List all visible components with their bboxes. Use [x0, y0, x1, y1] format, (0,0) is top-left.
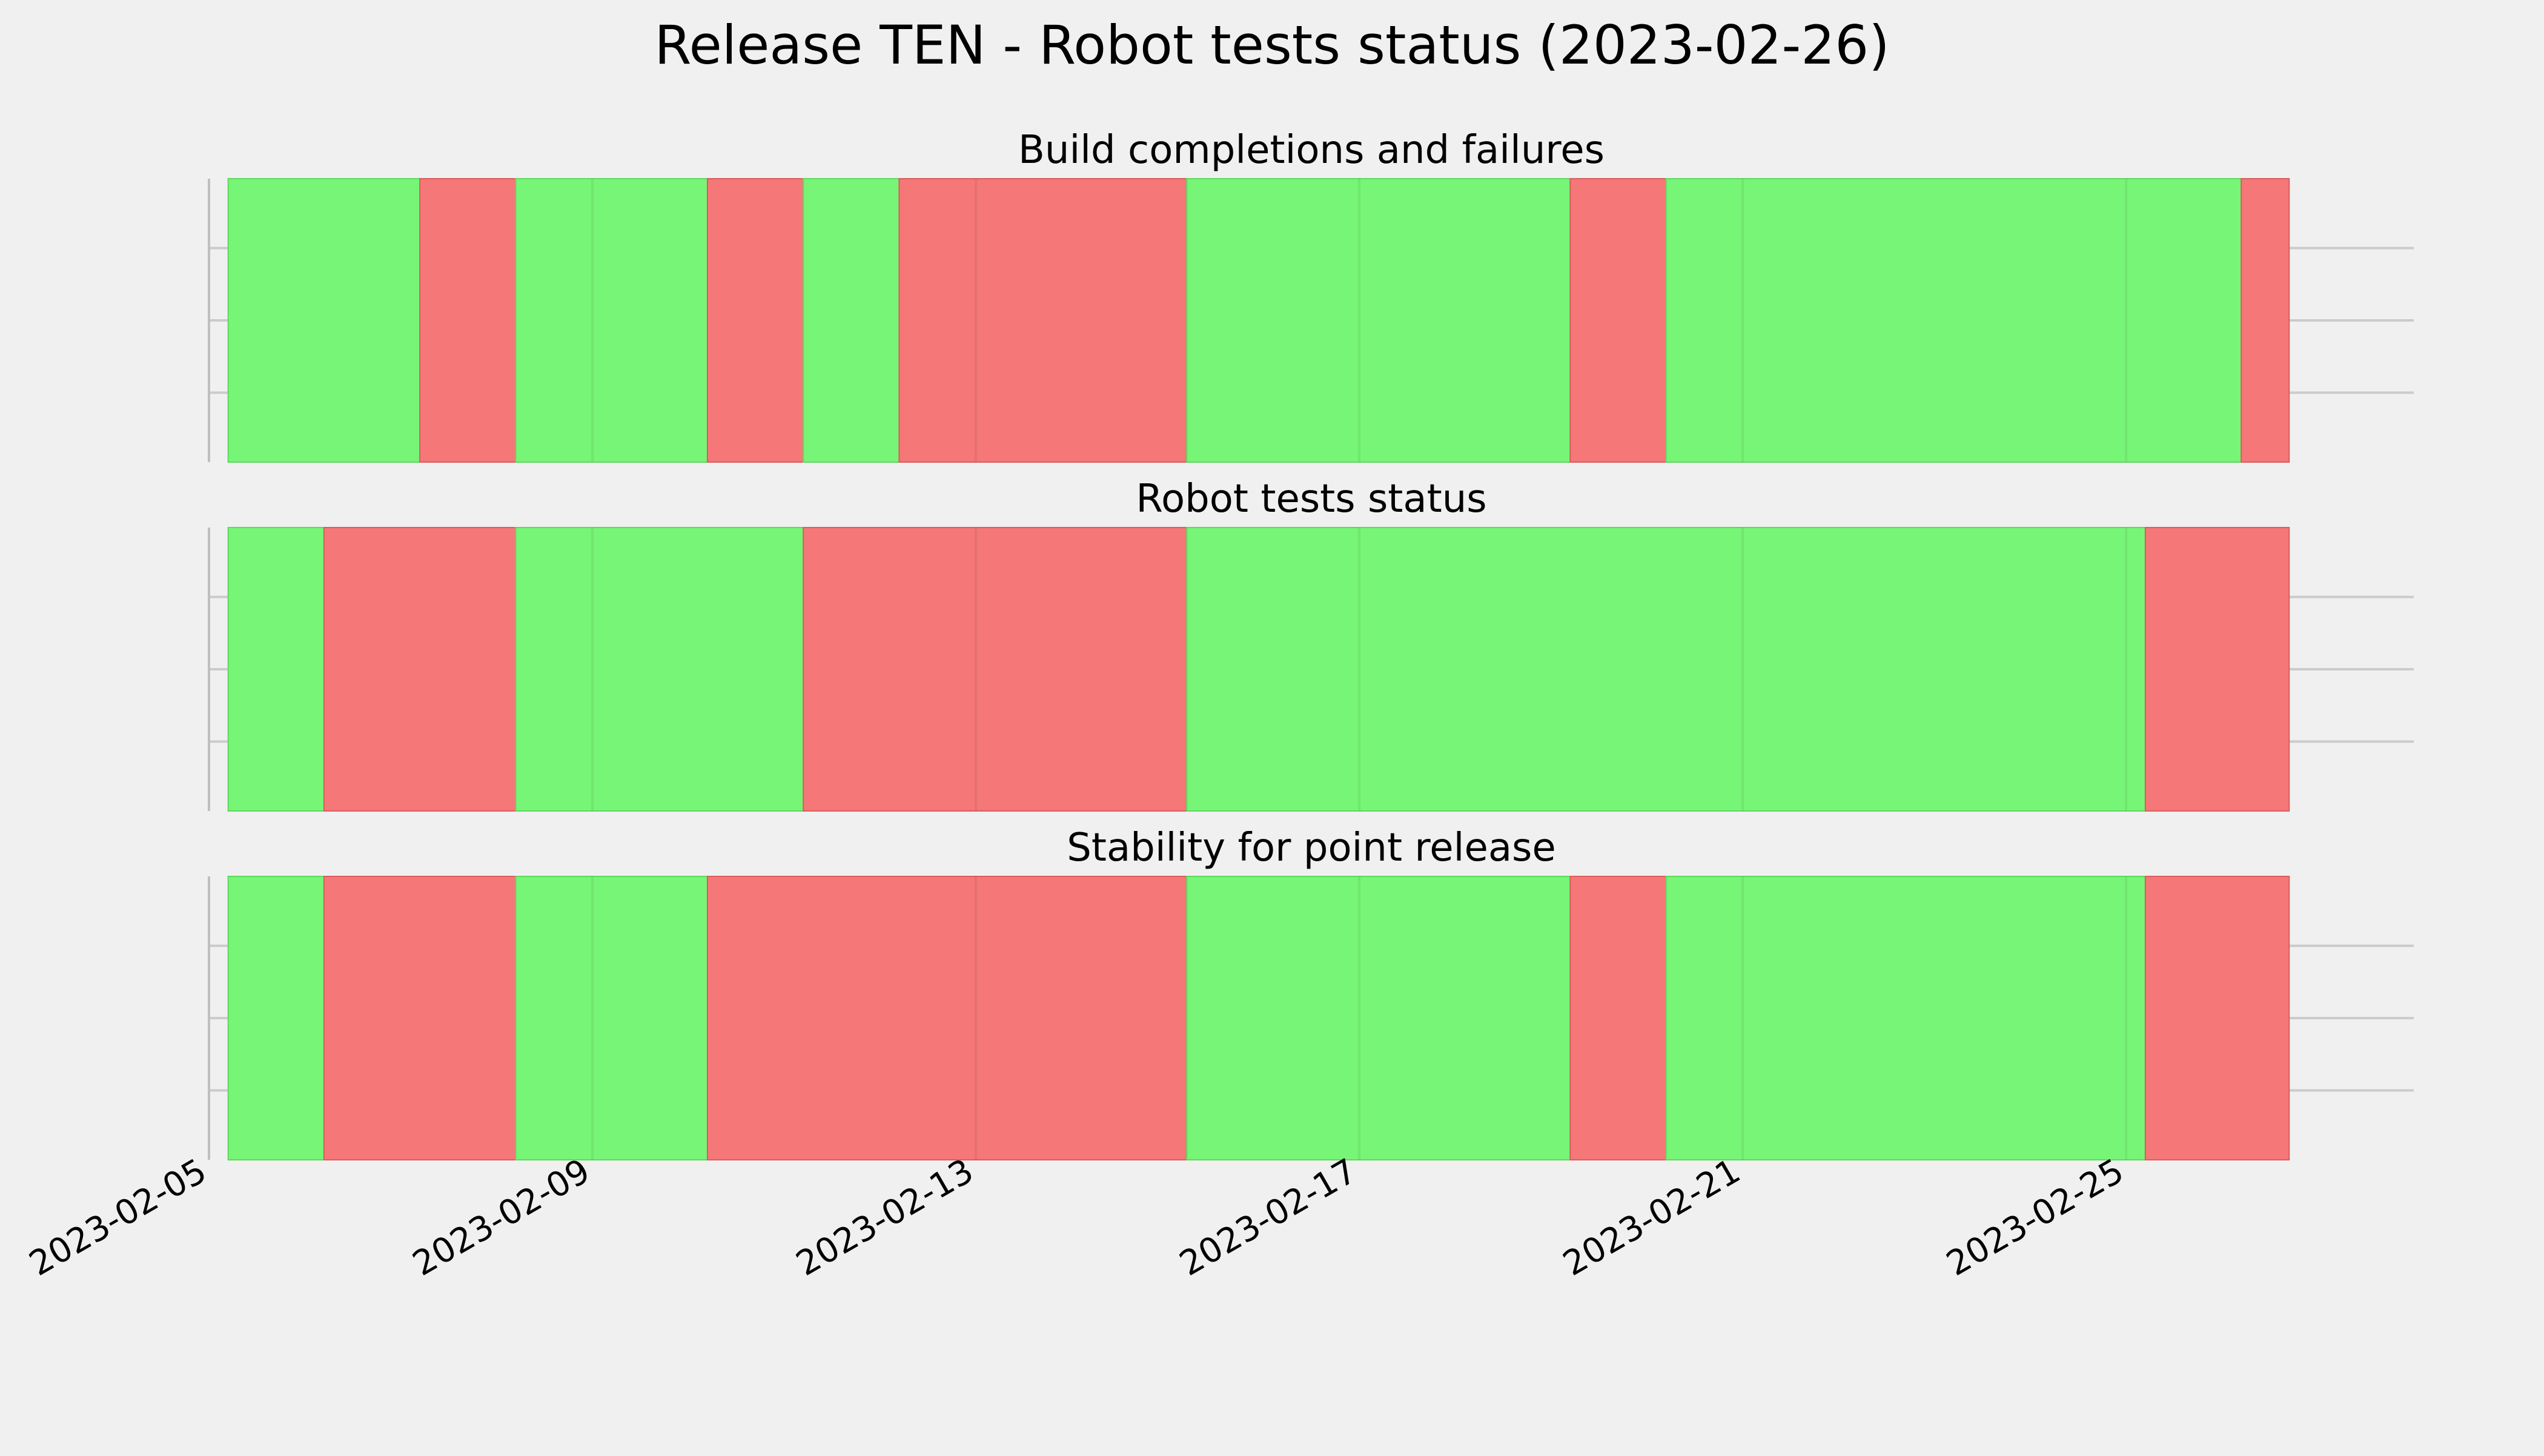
status-segment-pass [1665, 876, 2146, 1160]
status-segment-pass [227, 178, 421, 463]
status-segment-pass [515, 178, 708, 463]
chart-title: Release TEN - Robot tests status (2023-0… [654, 14, 1889, 76]
status-segment-fail [419, 178, 517, 463]
status-segment-fail [2144, 876, 2290, 1160]
status-segment-fail [323, 527, 517, 812]
panel-2: Robot tests status [208, 477, 2414, 812]
status-segment-fail [898, 178, 1188, 463]
status-segment-pass [803, 178, 900, 463]
status-segment-pass [1665, 178, 2242, 463]
panel-title: Robot tests status [1136, 477, 1486, 521]
status-segment-fail [1569, 178, 1667, 463]
panel-1: Build completions and failures [208, 128, 2414, 463]
status-segment-fail [1569, 876, 1667, 1160]
panel-title: Build completions and failures [1018, 128, 1605, 173]
status-segment-pass [227, 527, 325, 812]
status-segment-pass [1186, 876, 1571, 1160]
status-segment-fail [2144, 527, 2290, 812]
status-segment-fail [323, 876, 517, 1160]
status-segment-fail [706, 178, 804, 463]
status-segment-pass [227, 876, 325, 1160]
panels-layer: Build completions and failures Robot test… [208, 128, 2414, 1160]
status-segment-fail [706, 876, 1188, 1160]
status-segment-pass [1186, 527, 2146, 812]
status-segment-fail [2241, 178, 2290, 463]
panel-title: Stability for point release [1067, 826, 1556, 870]
status-segment-pass [515, 876, 708, 1160]
status-segment-fail [803, 527, 1188, 812]
status-segment-pass [515, 527, 804, 812]
status-segment-pass [1186, 178, 1571, 463]
panel-3: Stability for point release [208, 826, 2414, 1160]
